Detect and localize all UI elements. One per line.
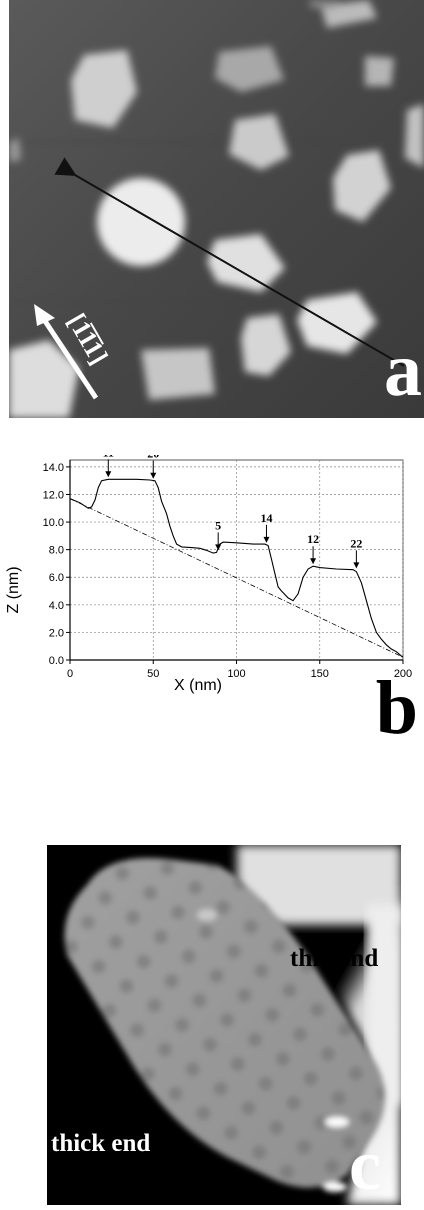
x-tick-label: 200 — [394, 668, 412, 680]
panel-letter-c: c — [349, 1125, 381, 1205]
y-tick-label: 10.0 — [43, 517, 64, 529]
label-thick-end: thick end — [51, 1130, 151, 1157]
y-tick-label: 6.0 — [49, 572, 64, 584]
islands — [9, 0, 424, 418]
panel-letter-a: a — [384, 328, 422, 412]
label-thin-end: thin end — [290, 945, 379, 972]
island — [405, 104, 424, 168]
island — [309, 0, 339, 8]
annotation-label: 22 — [350, 536, 362, 550]
y-tick-label: 12.0 — [43, 489, 64, 501]
x-tick-label: 0 — [67, 668, 73, 680]
annotation-arrowhead — [353, 562, 360, 569]
annotation-arrowhead — [310, 558, 317, 565]
y-tick-label: 2.0 — [49, 627, 64, 639]
annotation-label: 11 — [103, 455, 114, 459]
island — [9, 138, 21, 162]
stm-image-c — [47, 845, 401, 1205]
island — [241, 314, 291, 376]
y-axis-label: Z (nm) — [5, 566, 22, 613]
annotation-label: 14 — [260, 511, 272, 525]
island — [365, 56, 394, 86]
y-tick-label: 8.0 — [49, 545, 64, 557]
direction-arrow — [34, 304, 99, 400]
x-axis-label: X (nm) — [174, 677, 222, 694]
y-tick-label: 0.0 — [49, 655, 64, 667]
island — [229, 114, 289, 170]
series — [69, 478, 404, 658]
island — [333, 150, 391, 222]
panel-a: [1̅1̅1] a — [9, 0, 424, 418]
y-tick-label: 4.0 — [49, 600, 64, 612]
series-line-baseline — [69, 498, 404, 658]
annotation-label: 12 — [307, 532, 319, 546]
island — [9, 340, 79, 418]
series-line-profile — [69, 478, 404, 658]
x-tick-label: 50 — [147, 668, 159, 680]
height-profile-chart: 11205141222 0.02.04.06.08.010.012.014.00… — [5, 445, 412, 694]
stm-image-a: [1̅1̅1] — [9, 0, 424, 418]
island — [97, 178, 185, 266]
panel-c: thin end thick end c — [47, 845, 401, 1205]
annotation-arrowhead — [105, 471, 112, 478]
profile-line-arrow — [54, 157, 405, 367]
panel-b: 11205141222 0.02.04.06.08.010.012.014.00… — [0, 445, 424, 775]
ticks: 0.0 2.0 4.0 6.0 8.0 10.0 12.0 14.0 0 50 100 150 200 — [43, 460, 412, 680]
annotations: 11 20 5 14 12 22 — [103, 445, 362, 569]
grid — [69, 459, 404, 661]
island-zoomed — [64, 858, 385, 1192]
island — [207, 234, 285, 292]
annotation-arrowhead — [150, 472, 157, 479]
island — [215, 46, 284, 92]
y-tick-label: 14.0 — [43, 462, 64, 474]
island — [71, 50, 137, 128]
x-tick-label: 150 — [311, 668, 329, 680]
annotation-label: 20 — [147, 455, 159, 461]
annotation-label: 5 — [215, 518, 221, 532]
island — [141, 348, 215, 400]
panel-letter-b: b — [375, 666, 418, 750]
annotation-arrowhead — [263, 536, 270, 543]
x-tick-label: 100 — [227, 668, 245, 680]
